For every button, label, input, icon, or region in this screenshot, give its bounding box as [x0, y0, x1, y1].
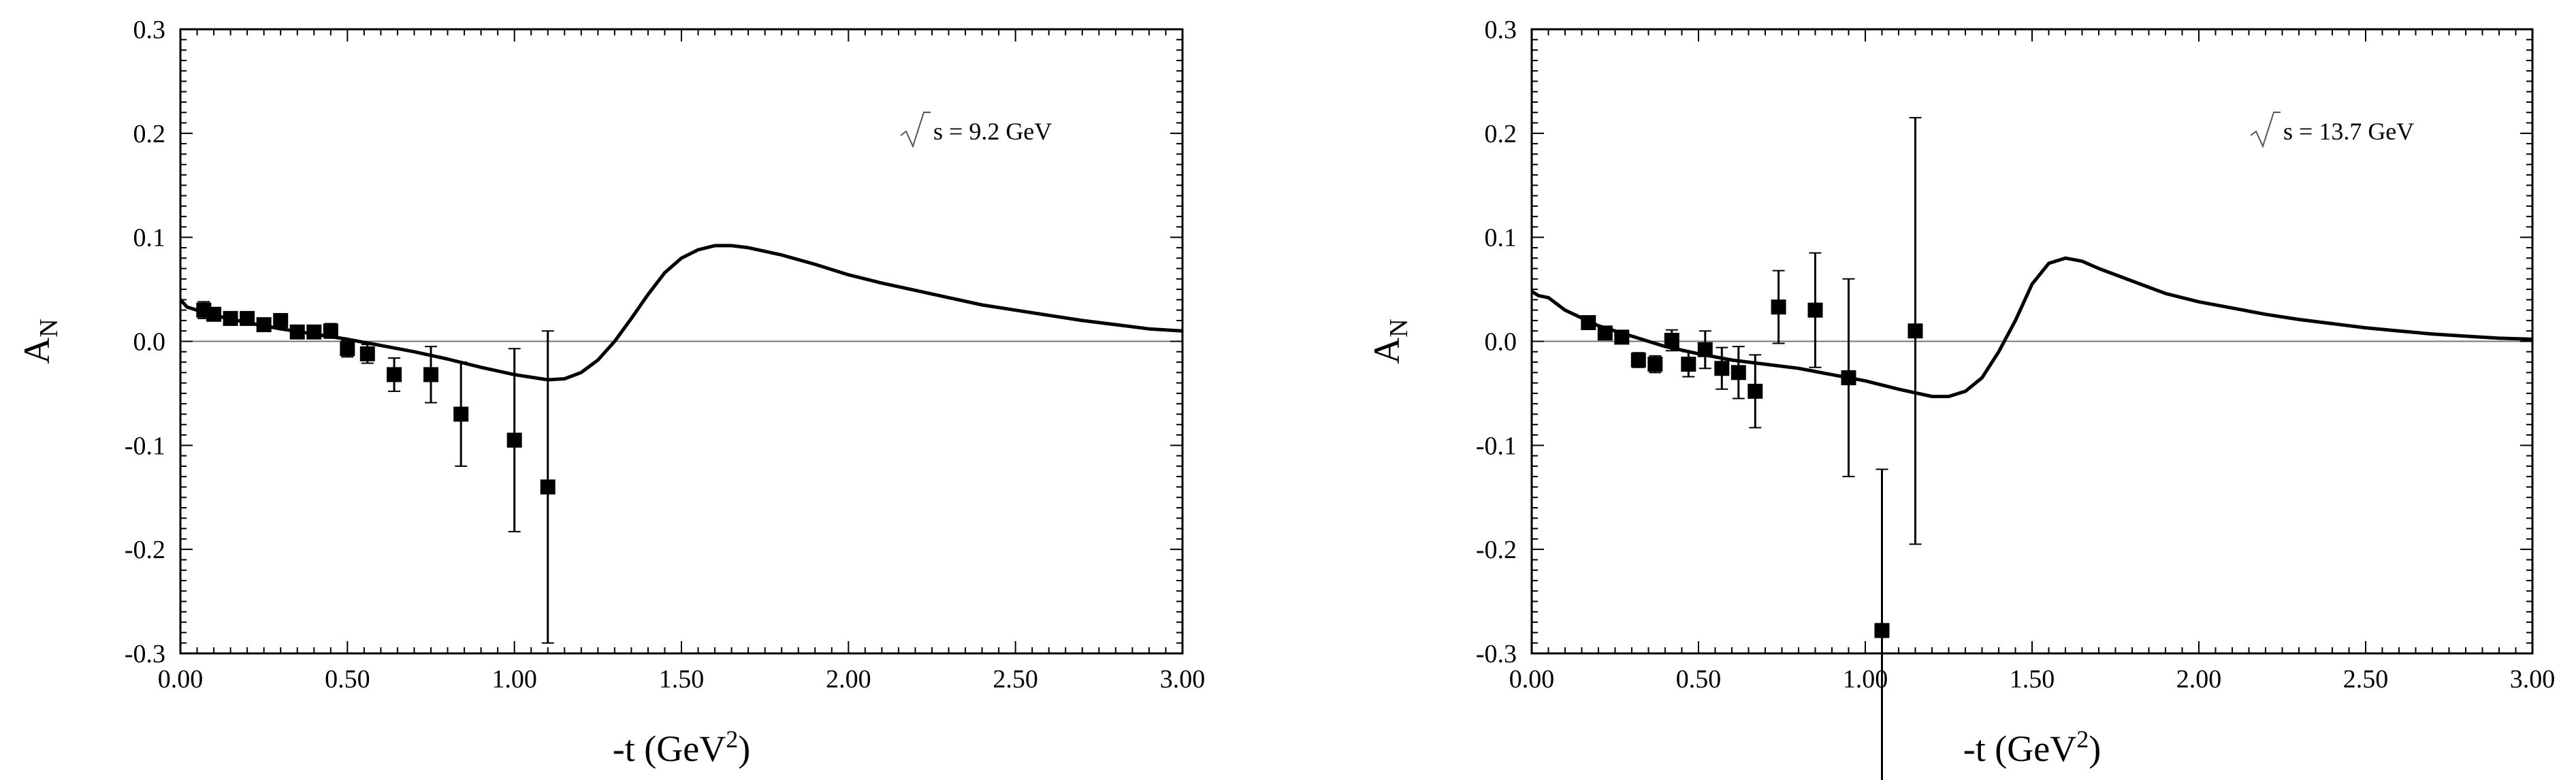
- y-tick-label: 0.3: [133, 16, 166, 44]
- y-tick-label: 0.0: [1485, 328, 1517, 357]
- y-tick-label: -0.3: [125, 640, 165, 668]
- data-point: [1614, 329, 1630, 345]
- x-tick-label: 0.00: [158, 665, 204, 694]
- x-tick-label: 0.50: [1676, 665, 1722, 694]
- x-tick-label: 0.00: [1509, 665, 1555, 694]
- energy-annotation: s = 9.2 GeV: [933, 118, 1052, 145]
- data-point: [1874, 623, 1890, 638]
- y-tick-label: -0.2: [1476, 536, 1517, 564]
- sqrt-symbol: [900, 112, 931, 148]
- left-panel: 0.00 0.50 1.00 1.50 2.00 2.50 3.00 0.3 0.2 0.1 0.0…: [16, 16, 1205, 769]
- data-point: [1697, 342, 1713, 357]
- data-point: [1581, 314, 1596, 330]
- x-tick-label: 0.50: [325, 665, 370, 694]
- data-point: [1907, 323, 1923, 339]
- y-tick-label: 0.3: [1485, 16, 1517, 44]
- data-point: [1681, 357, 1696, 372]
- data-point: [1597, 325, 1613, 341]
- data-point: [1771, 299, 1786, 315]
- y-axis-title: AN: [1366, 319, 1413, 363]
- data-point: [323, 323, 338, 339]
- right-panel: 0.00 0.50 1.00 1.50 2.00 2.50 3.00 0.3 0.2 0.1 0.0…: [1366, 16, 2555, 780]
- data-point: [387, 367, 402, 383]
- y-tick-label: -0.2: [125, 536, 165, 564]
- y-axis-title: AN: [16, 319, 63, 363]
- x-tick-label: 2.50: [993, 665, 1038, 694]
- data-point: [306, 324, 322, 340]
- data-point: [1714, 361, 1730, 376]
- x-tick-label: 1.50: [2010, 665, 2055, 694]
- x-tick-label: 1.00: [492, 665, 537, 694]
- theory-curve: [179, 244, 1183, 382]
- y-tick-label: 0.2: [133, 120, 166, 148]
- x-tick-label: 3.00: [2510, 665, 2556, 694]
- data-point: [453, 406, 469, 422]
- x-tick-label: 1.00: [1843, 665, 1888, 694]
- x-tick-label: 2.00: [2176, 665, 2222, 694]
- data-point: [273, 312, 289, 328]
- data-point: [1807, 302, 1823, 318]
- data-point: [223, 310, 238, 326]
- energy-annotation: s = 13.7 GeV: [2283, 118, 2414, 145]
- sqrt-symbol: [2250, 112, 2281, 148]
- data-point: [1841, 370, 1856, 385]
- data-point: [289, 324, 305, 340]
- data-point: [240, 310, 255, 326]
- data-point: [340, 341, 355, 357]
- data-point: [1664, 332, 1679, 348]
- y-tick-label: -0.1: [1476, 432, 1517, 460]
- y-tick-label: 0.2: [1485, 120, 1517, 148]
- x-tick-label: 3.00: [1160, 665, 1206, 694]
- data-point: [423, 367, 438, 383]
- y-tick-label: 0.1: [1485, 224, 1517, 253]
- data-point: [1730, 365, 1746, 380]
- x-axis-title: -t (GeV2): [1963, 726, 2101, 769]
- y-tick-label: -0.1: [125, 432, 165, 460]
- data-point: [506, 432, 522, 448]
- y-tick-label: 0.1: [133, 224, 166, 253]
- data-point: [256, 317, 272, 333]
- x-tick-label: 1.50: [659, 665, 705, 694]
- y-tick-label: -0.3: [1476, 640, 1517, 668]
- x-axis-title: -t (GeV2): [613, 726, 750, 769]
- y-tick-label: 0.0: [133, 328, 166, 357]
- data-point: [1748, 383, 1763, 399]
- data-point: [359, 346, 375, 361]
- data-point: [1647, 357, 1663, 372]
- x-tick-label: 2.50: [2343, 665, 2389, 694]
- data-point: [206, 306, 222, 322]
- x-tick-label: 2.00: [826, 665, 871, 694]
- data-point: [540, 479, 556, 495]
- data-point: [1630, 353, 1646, 368]
- theory-curve: [1530, 256, 2533, 398]
